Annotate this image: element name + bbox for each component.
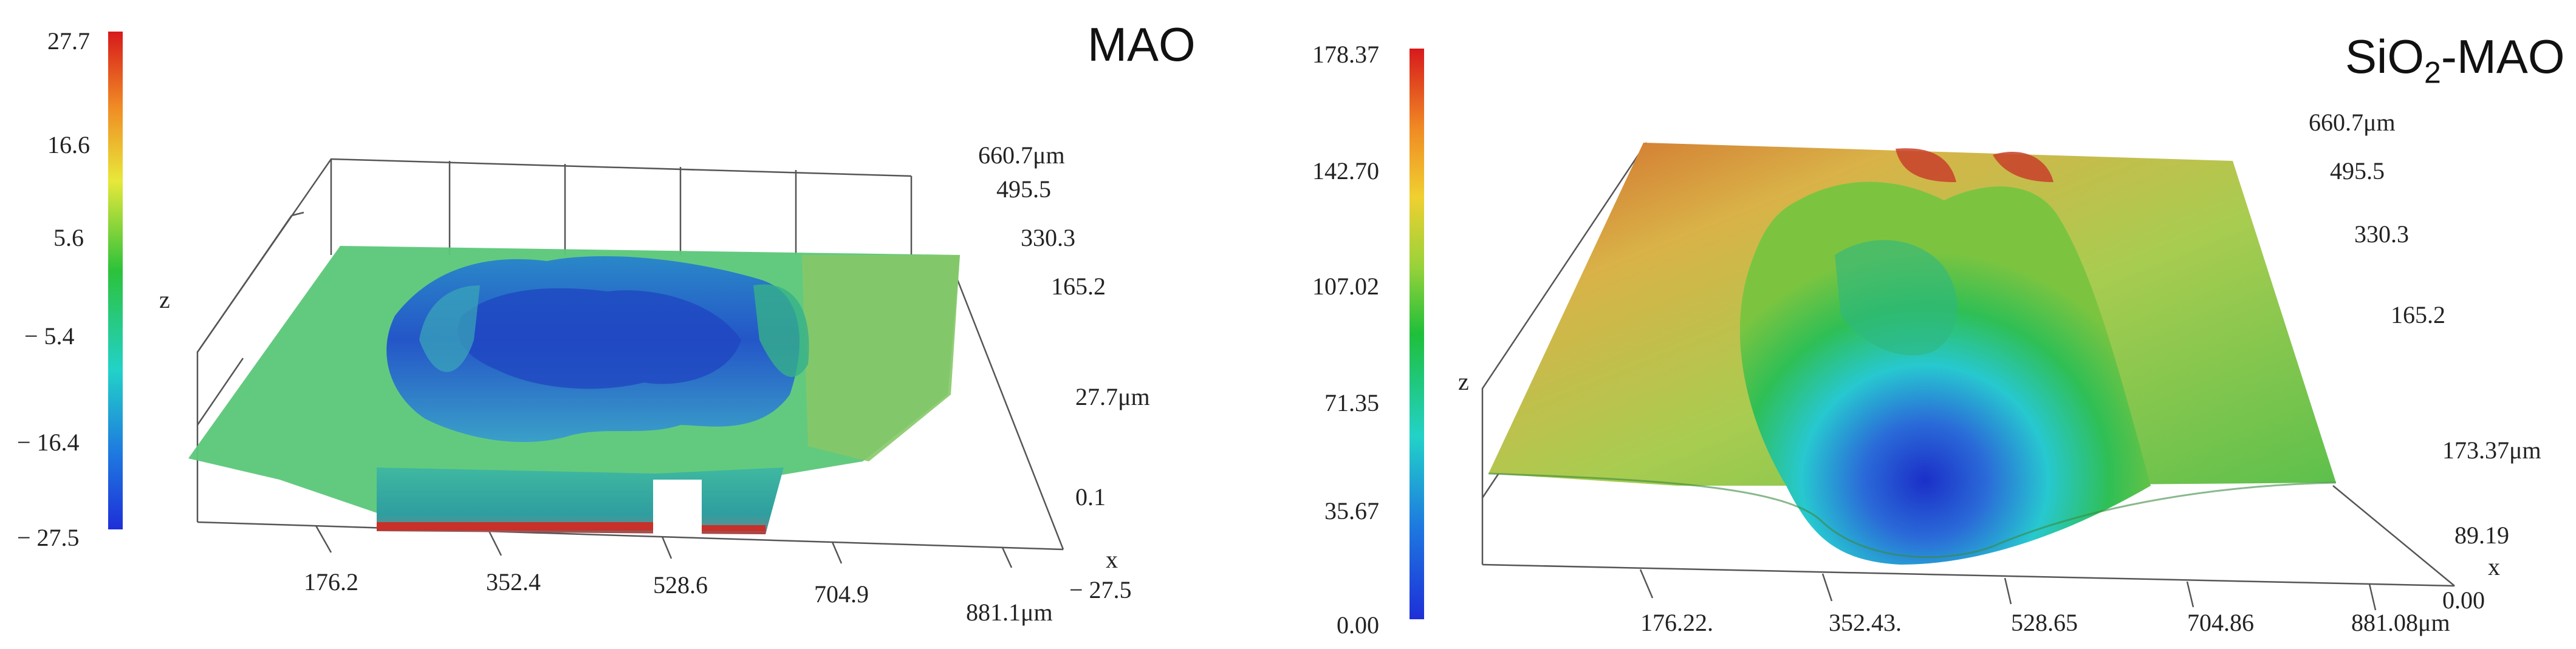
colorbar-tick: 107.02 <box>1312 273 1379 300</box>
sio2-mao-surface-plot: 178.37 142.70 107.02 71.35 35.67 0.00 Si… <box>1288 0 2576 649</box>
y-axis-tick: 660.7μm <box>2309 109 2396 136</box>
plot-title: MAO <box>1088 18 1196 71</box>
colorbar-tick: 16.6 <box>47 131 90 158</box>
colorbar-tick: 27.7 <box>47 27 90 55</box>
colorbar-tick: 35.67 <box>1324 497 1379 525</box>
y-axis-tick: 495.5 <box>2330 157 2385 185</box>
colorbar-tick: − 5.4 <box>24 322 75 350</box>
plot-title: SiO2-MAO <box>2345 29 2565 90</box>
colorbar-tick: 178.37 <box>1312 41 1379 68</box>
y-axis-tick: 660.7μm <box>978 141 1065 169</box>
y-axis-tick: 165.2 <box>1051 273 1106 300</box>
z-axis-tick: 0.1 <box>1075 483 1106 511</box>
colorbar-tick: − 27.5 <box>17 524 80 551</box>
x-axis-tick: 881.1μm <box>966 599 1053 626</box>
colorbar-tick: 142.70 <box>1312 157 1379 185</box>
x-axis-tick: 528.65 <box>2011 609 2078 636</box>
title-main: SiO <box>2345 30 2425 83</box>
colorbar-left <box>108 32 123 529</box>
title-rest: -MAO <box>2441 30 2565 83</box>
grid-right <box>1481 142 2455 611</box>
x-axis-tick: 176.2 <box>304 568 358 596</box>
z-axis-tick: − 27.5 <box>1069 576 1132 603</box>
colorbar-tick: 0.00 <box>1337 611 1379 639</box>
colorbar-tick: 5.6 <box>53 224 84 251</box>
title-subscript: 2 <box>2424 55 2441 90</box>
surface-3d-right <box>1481 142 2455 611</box>
x-axis-tick: 704.9 <box>814 580 869 608</box>
surface-3d-left <box>188 158 1064 568</box>
colorbar-tick: − 16.4 <box>17 429 80 456</box>
z-axis-tick: 89.19 <box>2454 522 2509 549</box>
x-axis-letter: x <box>2488 553 2500 580</box>
z-axis-tick: 173.37μm <box>2442 437 2541 464</box>
x-axis-letter: x <box>1106 546 1118 573</box>
y-axis-tick: 330.3 <box>1021 224 1075 251</box>
z-axis-letter: z <box>1458 368 1469 395</box>
x-axis-tick: 352.4 <box>486 568 541 596</box>
y-axis-tick: 495.5 <box>996 175 1051 203</box>
y-axis-tick: 330.3 <box>2354 220 2409 248</box>
x-axis-tick: 881.08μm <box>2351 609 2450 636</box>
z-axis-tick: 0.00 <box>2442 586 2485 614</box>
x-axis-tick: 528.6 <box>653 571 708 599</box>
x-axis-tick: 176.22. <box>1640 609 1713 636</box>
grid-left <box>196 158 1064 568</box>
z-axis-letter: z <box>159 286 170 313</box>
x-axis-tick: 704.86 <box>2187 609 2254 636</box>
y-axis-tick: 165.2 <box>2391 301 2445 328</box>
colorbar-tick: 71.35 <box>1324 389 1379 416</box>
mao-surface-plot: 27.7 16.6 5.6 − 5.4 − 16.4 − 27.5 MAO <box>0 0 1215 649</box>
x-axis-tick: 352.43. <box>1829 609 1902 636</box>
z-axis-tick: 27.7μm <box>1075 383 1150 410</box>
colorbar-right <box>1410 49 1424 619</box>
